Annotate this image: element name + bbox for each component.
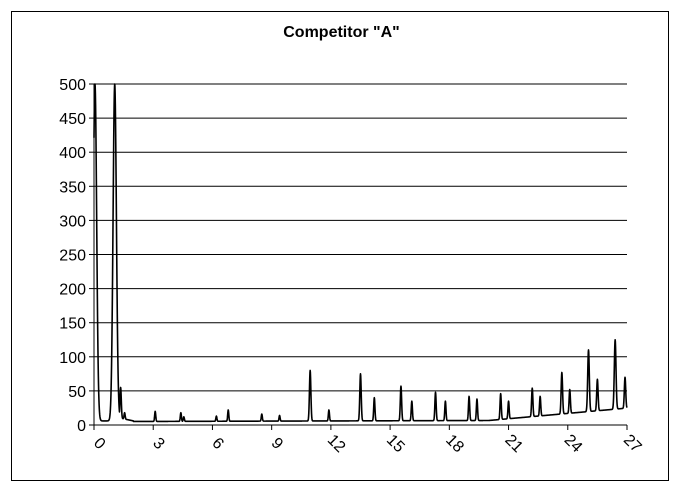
y-tick-label: 50 <box>68 384 86 401</box>
series-layer <box>93 83 628 423</box>
x-tick-labels: 0 3 6 9 12 15 18 21 24 27 <box>90 432 645 457</box>
x-tick-label: 21 <box>501 432 526 457</box>
y-tick-label: 250 <box>59 248 86 265</box>
axes <box>89 83 628 430</box>
y-tick-label: 100 <box>59 350 86 367</box>
x-tick-label: 18 <box>442 432 467 457</box>
y-tick-label: 200 <box>59 282 86 299</box>
y-tick-label: 400 <box>59 145 86 162</box>
x-tick-label: 9 <box>268 435 286 453</box>
series-line <box>93 83 628 423</box>
x-tick-label: 15 <box>383 432 408 457</box>
x-tick-label: 3 <box>149 435 167 453</box>
y-tick-label: 350 <box>59 179 86 196</box>
y-tick-label: 150 <box>59 316 86 333</box>
y-tick-label: 500 <box>59 77 86 94</box>
x-tick-label: 27 <box>620 432 645 457</box>
chart-title: Competitor "A" <box>283 24 400 41</box>
x-tick-label: 12 <box>324 432 349 457</box>
gridlines <box>94 83 627 426</box>
y-tick-labels: 0 50 100 150 200 250 300 350 400 450 500 <box>59 77 86 435</box>
x-tick-label: 24 <box>561 432 586 457</box>
x-tick-label: 0 <box>90 435 108 453</box>
y-tick-label: 0 <box>77 418 86 435</box>
x-tick-label: 6 <box>208 435 226 453</box>
y-tick-label: 300 <box>59 213 86 230</box>
y-tick-label: 450 <box>59 111 86 128</box>
